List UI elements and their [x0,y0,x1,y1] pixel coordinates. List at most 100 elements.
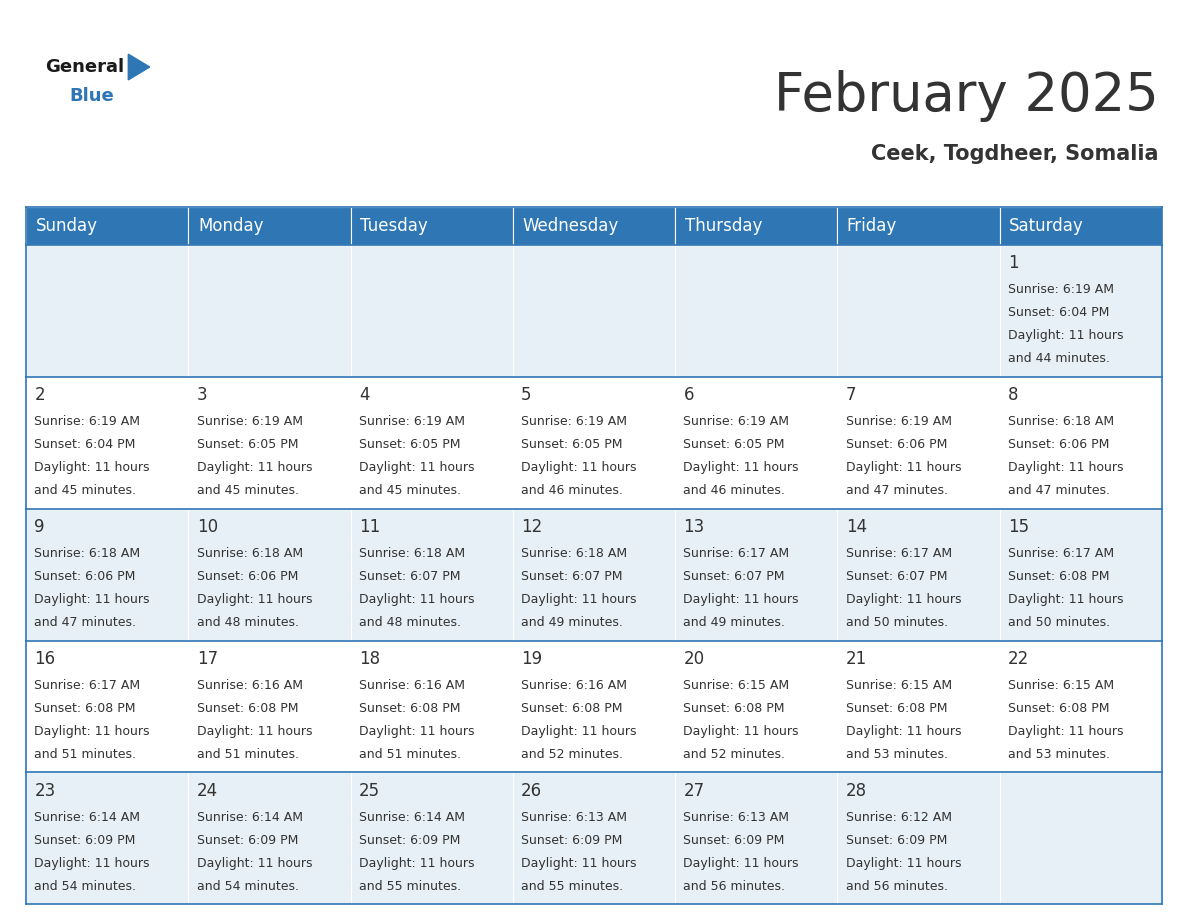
Text: 24: 24 [197,781,217,800]
Text: Sunrise: 6:15 AM: Sunrise: 6:15 AM [683,678,790,692]
Text: Sunrise: 6:17 AM: Sunrise: 6:17 AM [34,678,140,692]
Text: Sunset: 6:09 PM: Sunset: 6:09 PM [359,834,460,846]
Bar [838,207,999,245]
Bar [189,245,350,377]
Text: Sunday: Sunday [36,217,97,235]
Text: and 46 minutes.: and 46 minutes. [683,485,785,498]
Bar [189,207,350,245]
Text: and 54 minutes.: and 54 minutes. [197,879,298,893]
Text: General: General [45,58,125,76]
Text: February 2025: February 2025 [773,71,1158,122]
Bar [26,377,189,509]
Text: Sunset: 6:09 PM: Sunset: 6:09 PM [846,834,947,846]
Text: 11: 11 [359,518,380,536]
Text: Daylight: 11 hours: Daylight: 11 hours [846,461,961,475]
Bar [350,207,513,245]
Text: Daylight: 11 hours: Daylight: 11 hours [34,725,150,738]
Text: 16: 16 [34,650,56,667]
Bar [675,509,838,641]
Text: Sunset: 6:08 PM: Sunset: 6:08 PM [197,702,298,715]
Text: and 48 minutes.: and 48 minutes. [197,616,298,629]
Bar [675,207,838,245]
Text: 25: 25 [359,781,380,800]
Bar [26,245,189,377]
Bar [513,509,675,641]
Text: Sunset: 6:08 PM: Sunset: 6:08 PM [846,702,947,715]
Text: Sunrise: 6:17 AM: Sunrise: 6:17 AM [1007,547,1114,560]
Bar [999,207,1162,245]
Text: Sunrise: 6:14 AM: Sunrise: 6:14 AM [34,811,140,823]
Text: Sunset: 6:09 PM: Sunset: 6:09 PM [197,834,298,846]
Bar [838,772,999,904]
Bar [189,509,350,641]
Text: Sunset: 6:08 PM: Sunset: 6:08 PM [683,702,785,715]
Text: Daylight: 11 hours: Daylight: 11 hours [359,856,474,869]
Bar [26,641,189,772]
Text: Sunset: 6:05 PM: Sunset: 6:05 PM [683,438,785,451]
Text: Sunrise: 6:12 AM: Sunrise: 6:12 AM [846,811,952,823]
Text: Daylight: 11 hours: Daylight: 11 hours [1007,330,1124,342]
Text: Daylight: 11 hours: Daylight: 11 hours [197,593,312,606]
Text: 26: 26 [522,781,542,800]
Text: Daylight: 11 hours: Daylight: 11 hours [683,461,800,475]
Text: Daylight: 11 hours: Daylight: 11 hours [522,725,637,738]
Text: Thursday: Thursday [684,217,762,235]
Bar [999,245,1162,377]
Bar [999,377,1162,509]
Text: and 53 minutes.: and 53 minutes. [846,748,948,761]
Bar [675,245,838,377]
Text: Sunset: 6:06 PM: Sunset: 6:06 PM [34,570,135,583]
Bar [838,377,999,509]
Text: and 45 minutes.: and 45 minutes. [197,485,298,498]
Text: Sunrise: 6:14 AM: Sunrise: 6:14 AM [197,811,303,823]
Text: Daylight: 11 hours: Daylight: 11 hours [846,856,961,869]
Text: Sunrise: 6:17 AM: Sunrise: 6:17 AM [683,547,790,560]
Text: Daylight: 11 hours: Daylight: 11 hours [197,725,312,738]
Bar [675,377,838,509]
Text: Sunrise: 6:18 AM: Sunrise: 6:18 AM [1007,415,1114,428]
Bar [838,641,999,772]
Text: 15: 15 [1007,518,1029,536]
Bar [513,377,675,509]
Text: and 45 minutes.: and 45 minutes. [359,485,461,498]
Text: Monday: Monday [198,217,264,235]
Text: Sunrise: 6:17 AM: Sunrise: 6:17 AM [846,547,952,560]
Text: Ceek, Togdheer, Somalia: Ceek, Togdheer, Somalia [871,144,1158,164]
Text: Sunset: 6:08 PM: Sunset: 6:08 PM [34,702,135,715]
Text: 5: 5 [522,386,532,404]
Bar [26,772,189,904]
Text: and 55 minutes.: and 55 minutes. [359,879,461,893]
Text: Sunset: 6:04 PM: Sunset: 6:04 PM [34,438,135,451]
Text: Sunrise: 6:18 AM: Sunrise: 6:18 AM [197,547,303,560]
Text: Sunrise: 6:19 AM: Sunrise: 6:19 AM [359,415,465,428]
Text: 6: 6 [683,386,694,404]
Text: and 50 minutes.: and 50 minutes. [1007,616,1110,629]
Text: 7: 7 [846,386,857,404]
Bar [350,245,513,377]
Text: and 44 minutes.: and 44 minutes. [1007,353,1110,365]
Text: Sunset: 6:09 PM: Sunset: 6:09 PM [683,834,785,846]
Text: and 50 minutes.: and 50 minutes. [846,616,948,629]
Text: 27: 27 [683,781,704,800]
Text: and 46 minutes.: and 46 minutes. [522,485,623,498]
Text: Sunrise: 6:16 AM: Sunrise: 6:16 AM [522,678,627,692]
Text: Saturday: Saturday [1009,217,1083,235]
Text: and 51 minutes.: and 51 minutes. [197,748,298,761]
Polygon shape [128,54,150,80]
Text: Sunset: 6:06 PM: Sunset: 6:06 PM [1007,438,1110,451]
Bar [350,641,513,772]
Bar [350,772,513,904]
Text: Daylight: 11 hours: Daylight: 11 hours [522,593,637,606]
Text: 21: 21 [846,650,867,667]
Text: Sunset: 6:08 PM: Sunset: 6:08 PM [1007,702,1110,715]
Text: Daylight: 11 hours: Daylight: 11 hours [197,461,312,475]
Text: Sunset: 6:05 PM: Sunset: 6:05 PM [522,438,623,451]
Text: and 49 minutes.: and 49 minutes. [683,616,785,629]
Bar [999,641,1162,772]
Text: 9: 9 [34,518,45,536]
Text: Daylight: 11 hours: Daylight: 11 hours [683,725,800,738]
Text: 3: 3 [197,386,208,404]
Text: 10: 10 [197,518,217,536]
Bar [513,772,675,904]
Text: 28: 28 [846,781,867,800]
